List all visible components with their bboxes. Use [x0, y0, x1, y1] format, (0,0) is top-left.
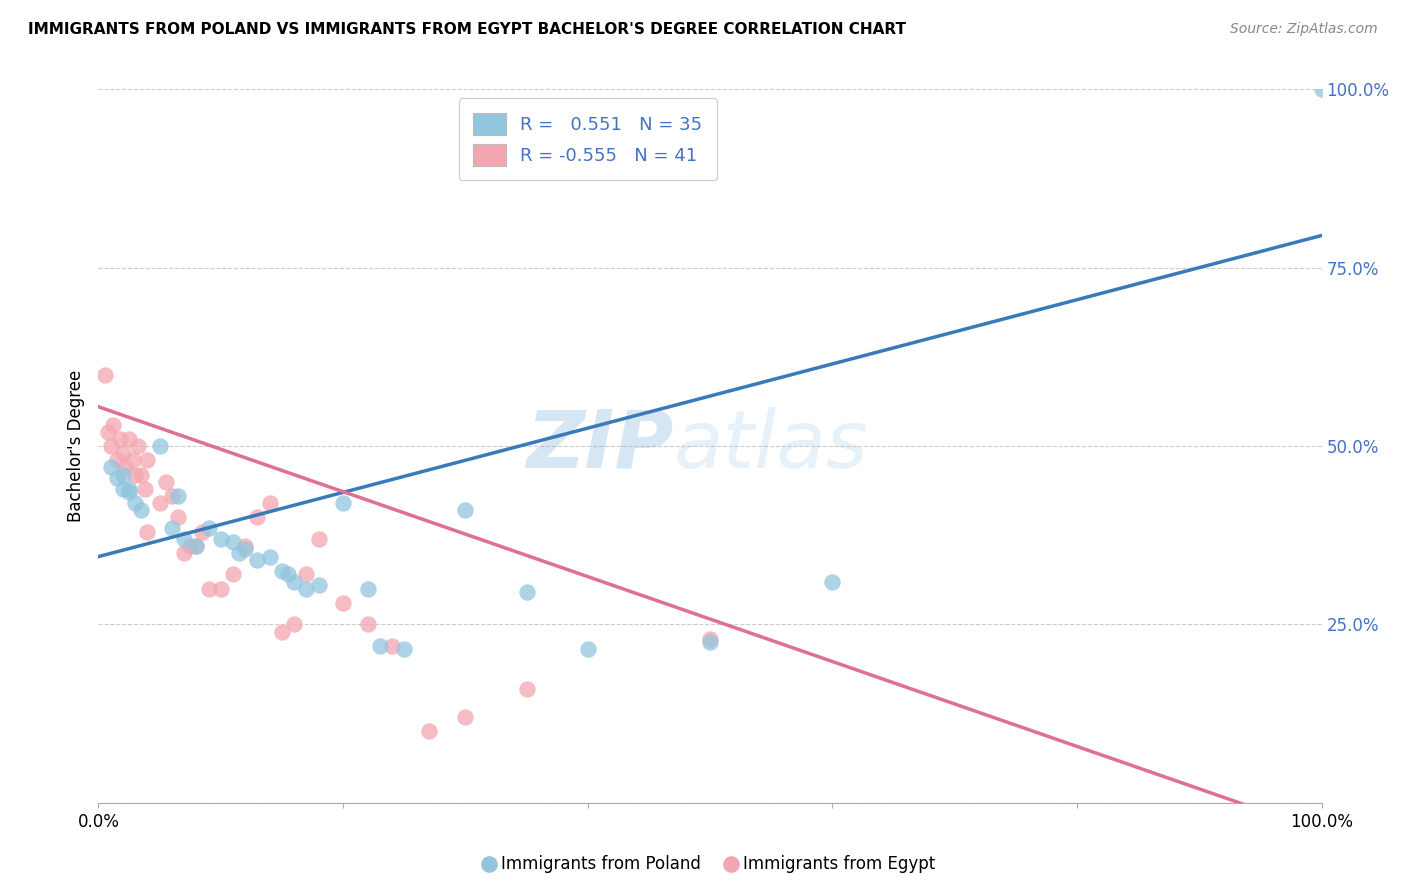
Point [121, 453, 143, 467]
Point [454, 503, 477, 517]
Point [1310, 82, 1333, 96]
Point [308, 578, 330, 592]
Point [209, 532, 232, 546]
Point [114, 460, 136, 475]
Point [110, 432, 132, 446]
Point [270, 564, 294, 578]
Point [179, 539, 201, 553]
Point [173, 532, 195, 546]
Point [191, 524, 214, 539]
Point [160, 489, 183, 503]
Point [368, 639, 391, 653]
Point [246, 510, 269, 524]
Point [222, 535, 245, 549]
Point [295, 582, 318, 596]
Point [97, 425, 120, 439]
Point [118, 432, 141, 446]
Point [93, 368, 115, 382]
Text: atlas: atlas [673, 407, 868, 485]
Point [222, 567, 245, 582]
Point [259, 496, 281, 510]
Point [821, 574, 844, 589]
Point [136, 524, 159, 539]
Point [332, 496, 354, 510]
Point [332, 596, 354, 610]
Point [105, 453, 128, 467]
Point [308, 532, 330, 546]
Point [111, 482, 134, 496]
Point [356, 617, 378, 632]
Point [228, 546, 250, 560]
Point [160, 521, 183, 535]
Point [283, 574, 305, 589]
Point [100, 439, 122, 453]
Point [246, 553, 269, 567]
Point [576, 642, 599, 657]
Point [699, 632, 721, 646]
Point [277, 567, 299, 582]
Point [233, 539, 256, 553]
Point [283, 617, 305, 632]
Point [454, 710, 477, 724]
Point [381, 639, 404, 653]
Point [155, 475, 177, 489]
Point [111, 446, 134, 460]
Text: IMMIGRANTS FROM POLAND VS IMMIGRANTS FROM EGYPT BACHELOR'S DEGREE CORRELATION CH: IMMIGRANTS FROM POLAND VS IMMIGRANTS FRO… [28, 22, 905, 37]
Point [270, 624, 294, 639]
Point [134, 482, 156, 496]
Point [186, 539, 208, 553]
Point [392, 642, 416, 657]
Point [100, 460, 122, 475]
Point [173, 546, 195, 560]
Point [233, 542, 256, 557]
Point [149, 496, 172, 510]
Point [515, 681, 537, 696]
Point [515, 585, 537, 599]
Point [118, 482, 141, 496]
Point [699, 635, 721, 649]
Point [209, 582, 232, 596]
Point [197, 582, 219, 596]
Point [111, 467, 134, 482]
Point [124, 467, 146, 482]
Point [101, 417, 124, 432]
Point [418, 724, 440, 739]
Point [118, 485, 141, 500]
Point [259, 549, 281, 564]
Legend: Immigrants from Poland, Immigrants from Egypt: Immigrants from Poland, Immigrants from … [478, 849, 942, 880]
Point [129, 467, 152, 482]
Point [295, 567, 318, 582]
Point [356, 582, 378, 596]
Point [105, 471, 128, 485]
Point [167, 489, 190, 503]
Point [129, 503, 152, 517]
Point [136, 453, 159, 467]
Y-axis label: Bachelor's Degree: Bachelor's Degree [66, 370, 84, 522]
Point [149, 439, 172, 453]
Point [186, 539, 208, 553]
Point [127, 439, 149, 453]
Text: Source: ZipAtlas.com: Source: ZipAtlas.com [1230, 22, 1378, 37]
Point [197, 521, 219, 535]
Point [167, 510, 190, 524]
Text: ZIP: ZIP [526, 407, 673, 485]
Point [124, 496, 146, 510]
